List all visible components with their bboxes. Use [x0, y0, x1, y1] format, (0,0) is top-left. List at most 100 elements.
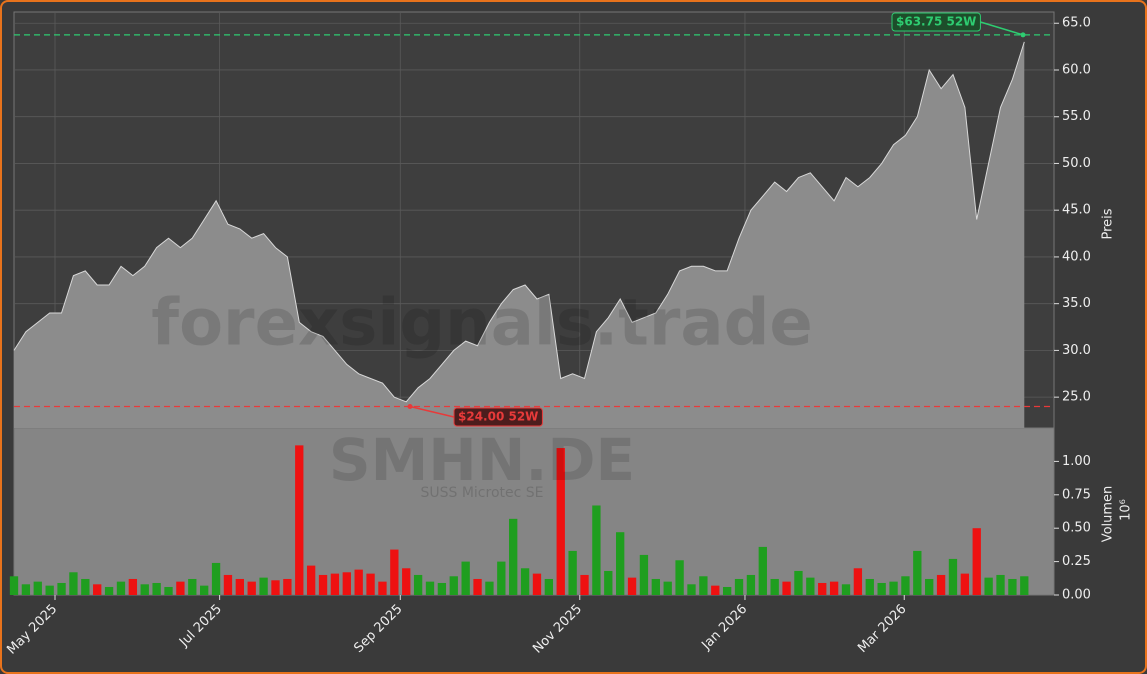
y-tick-label: 30.0 [1062, 343, 1091, 358]
volume-bar [57, 582, 66, 595]
volume-bar [200, 585, 209, 595]
annotation-label: $63.75 52W [896, 15, 976, 29]
volume-bar [794, 570, 803, 595]
volume-bar [592, 505, 601, 595]
y-tick-label: 60.0 [1062, 62, 1091, 77]
volume-bar [853, 568, 863, 595]
y-tick-label: 0.25 [1062, 554, 1091, 569]
volume-bar [604, 570, 613, 595]
volume-bar [556, 448, 565, 595]
volume-bar [104, 586, 114, 595]
volume-bar [711, 585, 720, 595]
volume-bar [152, 582, 161, 595]
volume-bar [378, 581, 387, 595]
volume-bar [901, 576, 910, 595]
annotation-arrow-head [1020, 32, 1026, 38]
volume-bar [675, 560, 684, 595]
volume-bar [271, 580, 280, 595]
volume-bar [188, 578, 197, 595]
volume-bar [306, 565, 316, 595]
annotation-arrow-head [407, 403, 413, 409]
volume-bar [176, 581, 185, 595]
volume-bar [639, 554, 649, 595]
volume-bar [283, 578, 292, 595]
volume-bar [616, 532, 625, 595]
volume-bar [960, 573, 970, 595]
watermark: SUSS Microtec SE [420, 485, 543, 501]
annotation-label: $24.00 52W [458, 410, 538, 424]
volume-bar [889, 581, 898, 595]
volume-bar [520, 568, 530, 595]
volume-bar [45, 585, 54, 595]
volume-bar [425, 581, 435, 595]
y-axis-label: Volumen [1101, 486, 1116, 543]
y-tick-label: 25.0 [1062, 390, 1091, 405]
volume-bar [342, 572, 351, 595]
x-tick-label: Jan 2026 [698, 602, 750, 654]
volume-bar [93, 584, 102, 595]
y-tick-label: 65.0 [1062, 16, 1091, 31]
volume-bar [544, 578, 554, 595]
volume-bar [865, 578, 874, 595]
volume-bar [21, 584, 31, 595]
volume-bar [318, 574, 328, 595]
volume-bar [449, 576, 458, 595]
y-tick-label: 50.0 [1062, 156, 1091, 171]
volume-bar [116, 581, 126, 595]
volume-bar [818, 582, 827, 595]
volume-bar [877, 582, 886, 595]
volume-bar [354, 569, 363, 595]
volume-bar [532, 573, 542, 595]
y-tick-label: 1.00 [1062, 454, 1091, 469]
volume-bar [568, 550, 577, 595]
volume-bar [509, 518, 518, 595]
volume-bar [437, 582, 447, 595]
x-tick-label: Nov 2025 [530, 602, 585, 657]
volume-bar [806, 577, 815, 595]
x-tick-label: Sep 2025 [351, 602, 405, 656]
axis-scale-label: 10⁶ [1119, 499, 1134, 521]
volume-bar [259, 577, 268, 595]
volume-bar [663, 581, 672, 595]
volume-bar [69, 572, 78, 595]
volume-bar [829, 581, 839, 595]
volume-bar [128, 578, 138, 595]
volume-bar [948, 558, 958, 595]
volume-bar [33, 581, 42, 595]
volume-bar [9, 576, 19, 595]
volume-bar [81, 578, 90, 595]
volume-bar [330, 573, 340, 595]
volume-bar [164, 586, 173, 595]
volume-bar [734, 578, 744, 595]
volume-bar [1008, 578, 1017, 595]
volume-panel [13, 427, 1055, 596]
volume-bar [295, 445, 304, 595]
volume-bar [247, 581, 256, 595]
volume-bar [366, 573, 375, 595]
y-tick-label: 35.0 [1062, 296, 1091, 311]
volume-bar [699, 576, 708, 595]
volume-bar [925, 578, 934, 595]
x-tick-label: Mar 2026 [855, 602, 909, 656]
volume-bar [687, 584, 696, 595]
volume-bar [746, 574, 756, 595]
volume-bar [140, 584, 149, 595]
watermark: SMHN.DE [329, 426, 635, 494]
volume-bar [770, 578, 779, 595]
volume-bar [497, 561, 506, 595]
volume-bar [402, 568, 411, 595]
y-tick-label: 55.0 [1062, 109, 1091, 124]
volume-bar [235, 578, 244, 595]
volume-bar [722, 586, 732, 595]
annotation-arrow [409, 405, 455, 418]
volume-bar [627, 577, 637, 595]
volume-bar [473, 578, 482, 595]
x-tick-label: Jul 2025 [176, 602, 225, 651]
watermark: forexsignals.trade [151, 287, 813, 361]
volume-bar [841, 584, 851, 595]
volume-bar [972, 528, 981, 595]
volume-bar [1020, 576, 1029, 595]
x-tick-label: May 2025 [4, 602, 60, 658]
